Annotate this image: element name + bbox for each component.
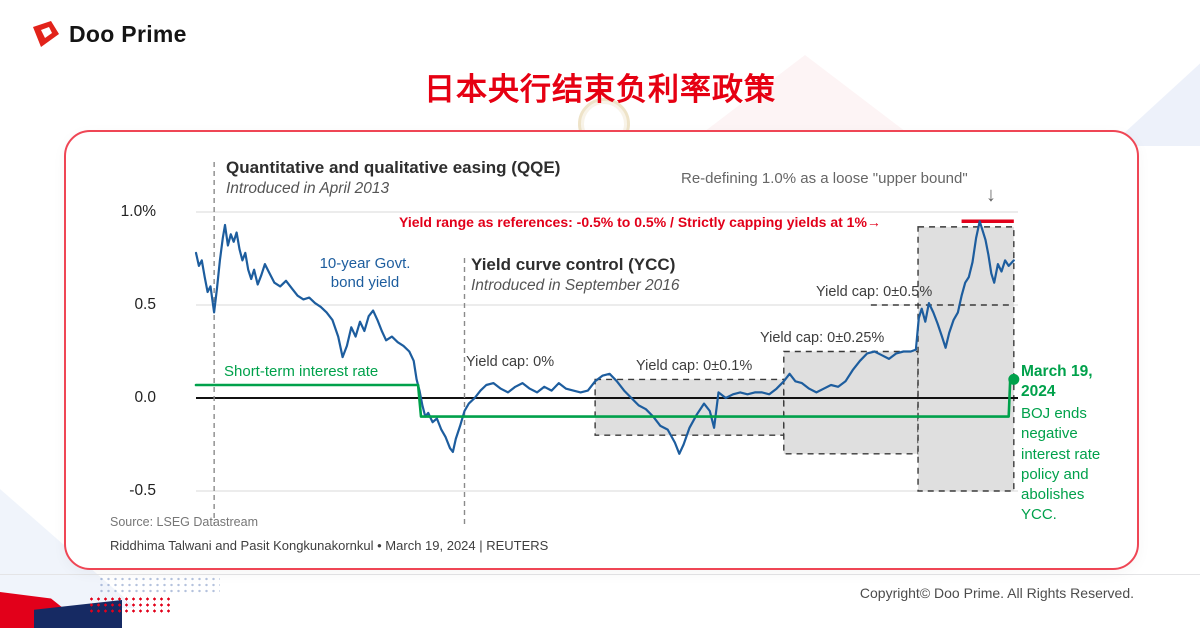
qqe-annotation-title: Quantitative and qualitative easing (QQE… xyxy=(226,158,561,177)
ycc-annotation-subtitle: Introduced in September 2016 xyxy=(471,277,680,294)
y-tick-1.0: 1.0% xyxy=(120,203,156,220)
yield-cap-0.25-label: Yield cap: 0±0.25% xyxy=(760,330,885,346)
down-arrow-icon: ↓ xyxy=(986,184,996,206)
redefining-annotation: Re-defining 1.0% as a loose "upper bound… xyxy=(681,170,968,187)
bond-yield-series-label: 10-year Govt. bond yield xyxy=(319,255,411,291)
decor-corner-red-shape xyxy=(0,592,88,628)
yield-cap-0.1-label: Yield cap: 0±0.1% xyxy=(636,358,753,374)
y-tick-neg-0.5: -0.5 xyxy=(129,482,156,499)
short-term-rate-series-label: Short-term interest rate xyxy=(224,363,379,380)
y-tick-0.5: 0.5 xyxy=(134,296,156,313)
ycc-annotation-title: Yield curve control (YCC) xyxy=(471,255,676,274)
march-19-2024-label: March 19, 2024 xyxy=(1021,363,1093,401)
yield-range-annotation: Yield range as references: -0.5% to 0.5%… xyxy=(399,214,881,230)
qqe-annotation-subtitle: Introduced in April 2013 xyxy=(226,180,390,197)
decor-corner-navy-shape xyxy=(34,600,122,628)
chart-card: 1.0% 0.5 0.0 -0.5 Quantitative and quali… xyxy=(64,130,1139,570)
copyright-text: Copyright© Doo Prime. All Rights Reserve… xyxy=(859,585,1134,601)
doo-prime-logo-icon xyxy=(33,21,59,47)
yield-cap-0-label: Yield cap: 0% xyxy=(466,354,555,370)
doo-prime-logo: Doo Prime xyxy=(32,20,187,48)
decor-dots-blue xyxy=(98,576,220,593)
boj-yield-chart xyxy=(194,162,1020,524)
boj-ends-annotation: BOJ ends negative interest rate policy a… xyxy=(1021,405,1101,524)
y-tick-0.0: 0.0 xyxy=(134,389,156,406)
decor-dots-red xyxy=(88,596,174,614)
source-line: Source: LSEG Datastream xyxy=(110,515,258,529)
yield-cap-0.5-label: Yield cap: 0±0.5% xyxy=(816,284,933,300)
credit-line: Riddhima Talwani and Pasit Kongkunakornk… xyxy=(110,538,549,553)
footer-divider xyxy=(0,574,1200,575)
brand-name: Doo Prime xyxy=(69,20,187,47)
page-title: 日本央行结束负利率政策 xyxy=(424,72,776,107)
